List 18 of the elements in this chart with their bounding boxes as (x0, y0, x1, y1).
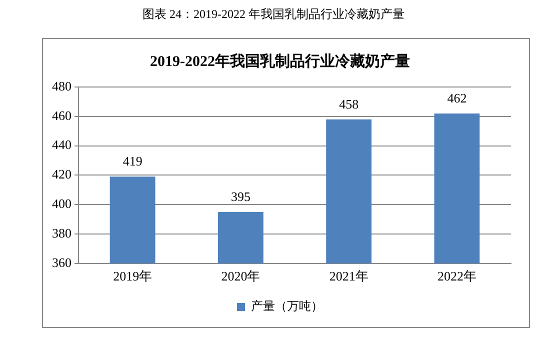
x-tick-label: 2019年 (113, 268, 152, 284)
y-tick-label: 400 (52, 196, 72, 212)
y-tick-label: 480 (52, 78, 72, 94)
data-label: 395 (230, 188, 250, 204)
x-tick-label: 2022年 (437, 268, 476, 284)
y-tick-label: 420 (52, 166, 72, 182)
y-tick-label: 460 (52, 108, 72, 123)
data-label: 419 (122, 154, 142, 169)
text: 图表 24：2019-2022 年我国乳制品行业冷藏奶产量 (142, 6, 406, 23)
y-tick-label: 360 (52, 254, 72, 270)
y-tick-label: 380 (52, 225, 72, 240)
x-tick-label: 2021年 (329, 268, 368, 284)
y-tick-label: 440 (52, 137, 72, 152)
x-tick-label: 2020年 (221, 268, 260, 284)
chart-title: 2019-2022年我国乳制品行业冷藏奶产量 (150, 52, 410, 70)
data-label: 462 (447, 90, 467, 106)
legend-label: 产量（万吨） (251, 299, 323, 314)
data-label: 458 (339, 96, 359, 112)
